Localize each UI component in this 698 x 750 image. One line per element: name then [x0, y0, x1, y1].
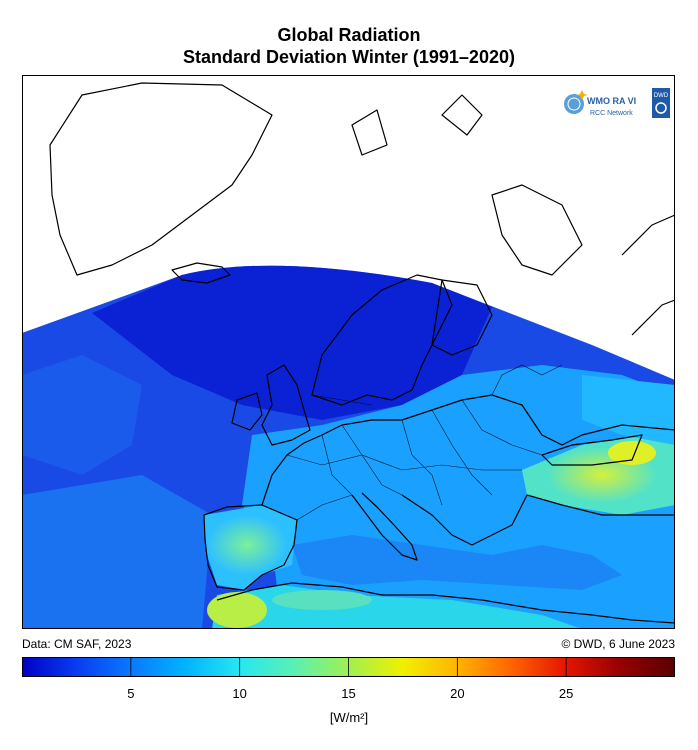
uk-coast — [261, 364, 311, 446]
colorbar — [22, 657, 675, 677]
black-sea-coast — [541, 434, 643, 466]
iberia-coast — [203, 504, 298, 591]
south-atlantic — [22, 475, 212, 629]
colorbar-tick-label: 20 — [450, 686, 465, 701]
country-borders — [286, 364, 563, 521]
map-frame — [22, 75, 675, 629]
data-source: Data: CM SAF, 2023 — [22, 637, 132, 651]
finland-coast — [431, 279, 493, 356]
mediterranean-sea — [292, 535, 622, 590]
italy-coast — [351, 492, 418, 561]
un-emblem-icon — [564, 94, 584, 114]
balkans-coast — [401, 494, 528, 546]
arctic-islands — [351, 94, 483, 156]
radiation-map — [22, 75, 675, 629]
colorbar-tick-label: 25 — [558, 686, 574, 701]
scandinavia-coast — [311, 274, 453, 406]
copyright: © DWD, 6 June 2023 — [561, 637, 675, 651]
turkey-coast — [526, 494, 675, 516]
east-coast-right — [621, 214, 675, 336]
map-title-line2: Standard Deviation Winter (1991–2020) — [183, 47, 515, 67]
atlantic-patch — [22, 355, 142, 475]
dark-north-band — [92, 265, 492, 420]
coastlines — [49, 82, 675, 624]
colorbar-tick-label: 15 — [341, 686, 356, 701]
star-icon — [576, 90, 588, 100]
africa-coast — [216, 582, 675, 624]
france-coast — [261, 442, 305, 506]
iceland-coast — [171, 262, 231, 284]
wmo-logo: WMO RA VI RCC Network DWD — [564, 88, 670, 118]
russia-coast — [491, 184, 583, 276]
greenland-coast — [49, 82, 273, 276]
colorbar-tick-label: 5 — [127, 686, 135, 701]
ireland-coast — [231, 392, 263, 431]
colorbar-tick-label: 10 — [232, 686, 247, 701]
dwd-text: DWD — [654, 93, 669, 99]
map-title-line1: Global Radiation — [277, 25, 421, 45]
wmo-text: WMO RA VI — [587, 96, 636, 106]
colorbar-unit: [W/m²] — [329, 710, 369, 725]
rcc-text: RCC Network — [590, 110, 633, 117]
europe-coast — [303, 394, 675, 446]
